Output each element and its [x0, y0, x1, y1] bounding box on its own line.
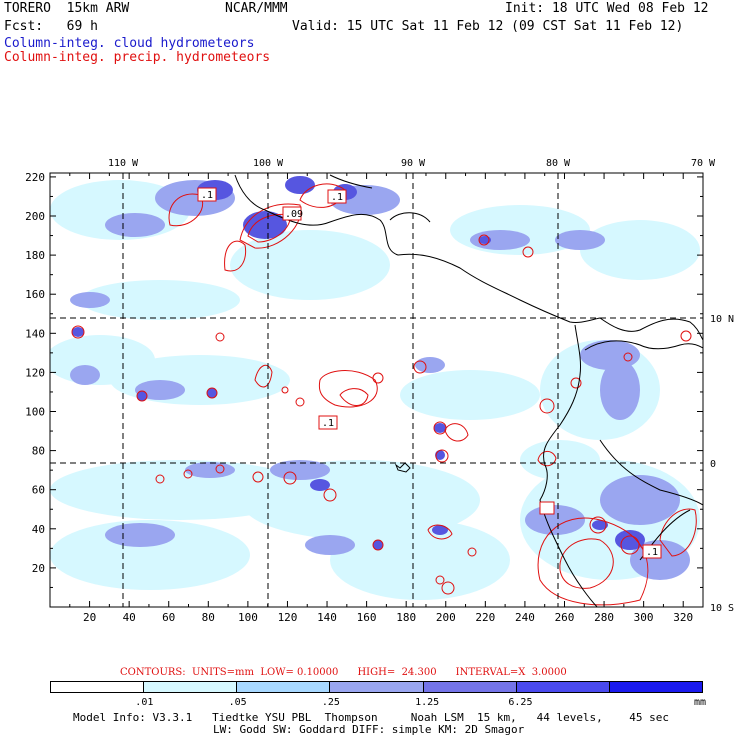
- x-index-label: 240: [515, 611, 535, 624]
- lat-label: 10 S: [710, 603, 734, 614]
- x-index-label: 40: [123, 611, 136, 624]
- legend-value: 6.25: [508, 697, 533, 708]
- box-label: .09: [285, 209, 303, 220]
- x-index-label: 260: [555, 611, 575, 624]
- x-index-label: 200: [436, 611, 456, 624]
- x-index-label: 280: [594, 611, 614, 624]
- x-index-label: 60: [162, 611, 175, 624]
- lon-label: 110 W: [108, 158, 139, 169]
- x-index-label: 300: [634, 611, 654, 624]
- precip-field-label: Column-integ. precip. hydrometeors: [4, 50, 271, 65]
- legend-value: .05: [228, 697, 247, 708]
- x-index-label: 140: [317, 611, 337, 624]
- x-index-label: 220: [475, 611, 495, 624]
- y-index-label: 60: [32, 484, 45, 497]
- legend-value: .01: [135, 697, 154, 708]
- y-index-label: 220: [25, 171, 45, 184]
- forecast-hour: Fcst: 69 h: [4, 19, 98, 34]
- map-field-layer: [50, 176, 700, 600]
- y-index-label: 180: [25, 249, 45, 262]
- model-title: TORERO 15km ARW: [4, 1, 130, 16]
- precip-contours: [71, 183, 697, 606]
- legend-swatch: [237, 682, 331, 692]
- cloud-field-label: Column-integ. cloud hydrometeors: [4, 36, 255, 51]
- value-box-labels: .1 .09 .1 .1 .1: [201, 190, 658, 558]
- y-index-label: 140: [25, 327, 45, 340]
- y-index-label: 200: [25, 210, 45, 223]
- y-index-label: 120: [25, 366, 45, 379]
- lat-label: 0: [710, 459, 716, 470]
- box-label: .1: [646, 547, 658, 558]
- lat-label: 10 N: [710, 314, 734, 325]
- graticule: [50, 173, 703, 607]
- axis-ticks: [49, 173, 704, 608]
- center-label: NCAR/MMM: [225, 1, 288, 16]
- x-index-label: 20: [83, 611, 96, 624]
- legend-units: mm: [694, 697, 707, 708]
- y-index-label: 160: [25, 288, 45, 301]
- value-boxes: [197, 187, 662, 559]
- lon-label: 90 W: [401, 158, 426, 169]
- valid-time: Valid: 15 UTC Sat 11 Feb 12 (09 CST Sat …: [292, 19, 684, 34]
- x-index-label: 120: [278, 611, 298, 624]
- x-index-labels: 20 40 60 80 100 120 140 160 180 200 220 240 260 280 30…: [83, 611, 693, 624]
- lon-label: 70 W: [691, 158, 716, 169]
- box-label: .1: [331, 192, 343, 203]
- legend-value: .25: [321, 697, 340, 708]
- legend-colorbar: [50, 681, 703, 693]
- model-info: Model Info: V3.3.1 Tiedtke YSU PBL Thomp…: [73, 711, 670, 724]
- x-index-label: 320: [673, 611, 693, 624]
- x-index-label: 180: [396, 611, 416, 624]
- box-label: .1: [201, 190, 213, 201]
- cloud-light-shading: [50, 180, 700, 600]
- legend-value: 1.25: [415, 697, 440, 708]
- x-index-label: 160: [357, 611, 377, 624]
- y-index-label: 40: [32, 523, 45, 536]
- latitude-labels: 10 N 0 10 S: [710, 314, 734, 614]
- legend-swatch: [330, 682, 424, 692]
- y-index-label: 100: [25, 406, 45, 419]
- x-index-label: 80: [202, 611, 215, 624]
- lon-label: 100 W: [253, 158, 284, 169]
- longitude-labels: 110 W 100 W 90 W 80 W 70 W: [108, 158, 716, 169]
- legend-swatch: [609, 682, 702, 692]
- model-physics: LW: Godd SW: Goddard DIFF: simple KM: 2D…: [213, 723, 525, 736]
- x-index-label: 100: [238, 611, 258, 624]
- legend-swatch: [144, 682, 238, 692]
- y-index-labels: 220 200 180 160 140 120 100 80 60 40 20: [25, 171, 45, 575]
- plot-frame: [49, 172, 704, 608]
- y-index-label: 20: [32, 562, 45, 575]
- lon-label: 80 W: [546, 158, 571, 169]
- box-label: .1: [322, 418, 334, 429]
- legend-swatch: [516, 682, 610, 692]
- coastline: [234, 174, 703, 607]
- contour-info: CONTOURS: UNITS=mm LOW= 0.10000 HIGH= 24…: [120, 667, 567, 678]
- init-time: Init: 18 UTC Wed 08 Feb 12: [505, 1, 709, 16]
- y-index-label: 80: [32, 445, 45, 458]
- legend-swatch: [51, 682, 145, 692]
- legend-swatch: [423, 682, 517, 692]
